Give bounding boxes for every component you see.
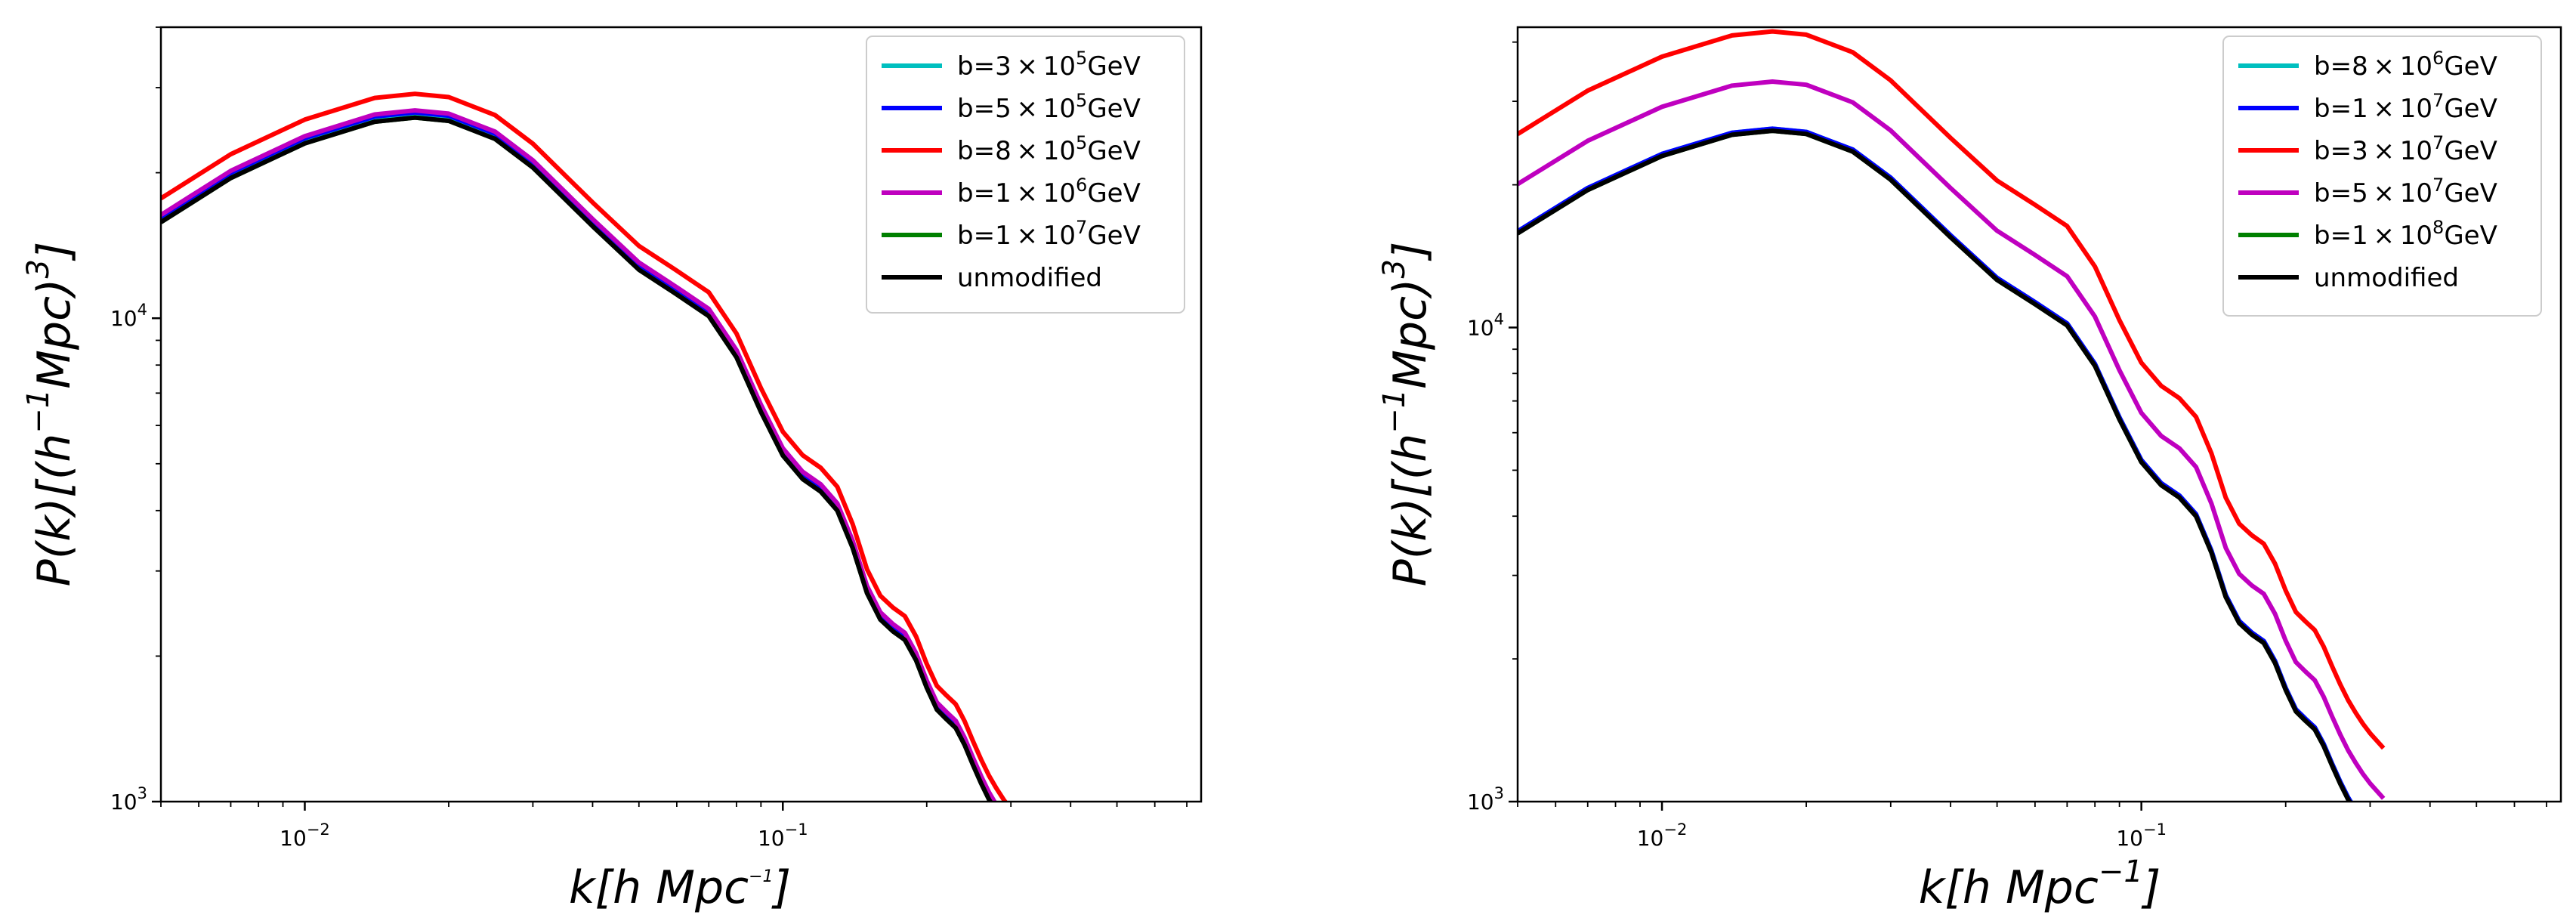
legend-label: b=1 × 107GeV <box>957 217 1141 251</box>
legend-label: b=5 × 105GeV <box>957 90 1141 124</box>
legend-label: unmodified <box>957 263 1102 293</box>
legend-label: b=1 × 108GeV <box>2314 217 2497 251</box>
y-tick-label: 103 <box>1467 784 1504 814</box>
x-tick-label: 10−1 <box>758 820 808 851</box>
legend-label: b=3 × 107GeV <box>2314 132 2497 166</box>
legend-label: b=8 × 106GeV <box>2314 48 2497 82</box>
left-chart-frame <box>159 26 1203 803</box>
legend-label: b=8 × 105GeV <box>957 132 1141 166</box>
legend-label: b=5 × 107GeV <box>2314 175 2497 209</box>
x-tick-label: 10−2 <box>1637 820 1688 851</box>
right-chart-legend: b=8 × 106GeV b=1 × 107GeV b=3 × 107GeV b=5 … <box>2222 36 2542 317</box>
legend-label: b=3 × 105GeV <box>957 48 1141 82</box>
series-line-b-1-10-6gev <box>161 108 997 802</box>
left-legend-frame <box>866 36 1185 314</box>
legend-label: b=1 × 106GeV <box>957 175 1141 209</box>
legend-label: unmodified <box>2314 263 2459 293</box>
right-chart-curves <box>1518 29 2386 802</box>
right-chart-frame <box>1516 26 2562 803</box>
series-line-unmodified <box>161 115 993 802</box>
y-tick-label: 103 <box>110 784 147 814</box>
right-chart-ticks: 10−2 10−1 103 104 <box>1467 41 2547 851</box>
x-tick-label: 10−2 <box>280 820 330 851</box>
x-tick-label: 10−1 <box>2116 820 2167 851</box>
series-line-b-5-10-7gev <box>1518 79 2386 800</box>
left-chart-legend: b=3 × 105GeV b=5 × 105GeV b=8 × 105GeV b=1 … <box>866 36 1185 314</box>
series-line-b-8-10-5gev <box>161 91 1008 802</box>
left-chart-ticks: 10−2 10−1 103 104 <box>110 26 1188 851</box>
left-chart-curves <box>161 91 1008 802</box>
series-line-b-3-10-7gev <box>1518 29 2386 750</box>
series-line-unmodified <box>1518 128 2352 802</box>
legend-label: b=1 × 107GeV <box>2314 90 2497 124</box>
y-tick-label: 104 <box>1467 311 1504 341</box>
right-legend-frame <box>2222 36 2542 317</box>
y-tick-label: 104 <box>110 301 147 331</box>
